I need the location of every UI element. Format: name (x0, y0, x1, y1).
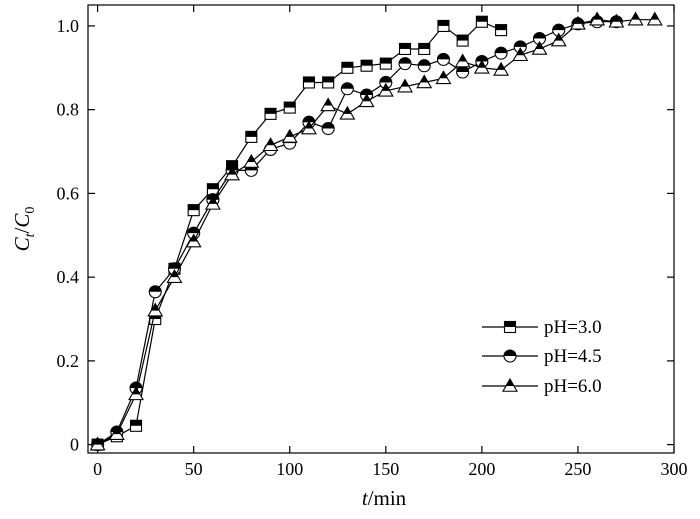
data-point (569, 15, 586, 30)
data-point (454, 53, 471, 68)
x-tick-label: 50 (185, 459, 203, 479)
y-tick-label: 0.6 (57, 183, 80, 203)
axis-ticks: 0 50 100 150 200 250 300 0 0.2 0.4 0.6 0.8 1.0 (57, 5, 688, 479)
data-point (397, 78, 413, 93)
data-point (147, 302, 164, 317)
y-tick-label: 1.0 (57, 16, 80, 36)
svg-text:Ct/C0: Ct/C0 (10, 207, 38, 252)
legend-label: pH=6.0 (544, 376, 602, 397)
data-point (377, 82, 394, 97)
x-tick-label: 250 (564, 459, 591, 479)
y-tick-label: 0.8 (57, 100, 80, 120)
data-point (512, 47, 529, 62)
data-point (550, 32, 567, 47)
data-point (243, 153, 260, 168)
data-point (204, 195, 221, 210)
y-axis-title: Ct/C0 (10, 207, 38, 252)
data-point (302, 76, 316, 89)
series-layer (89, 11, 663, 452)
legend-marker (502, 377, 518, 392)
data-point (456, 34, 469, 47)
data-point (245, 130, 258, 143)
data-point (456, 65, 470, 79)
data-point (128, 386, 144, 401)
data-point (435, 70, 452, 85)
data-point (494, 46, 508, 60)
legend-item: pH=4.5 (482, 346, 602, 367)
data-point (262, 137, 279, 152)
data-point (531, 40, 548, 55)
data-point (358, 93, 375, 108)
data-point (301, 120, 317, 135)
data-point (437, 19, 450, 32)
data-point (148, 285, 162, 299)
legend-item: pH=6.0 (482, 376, 602, 397)
x-tick-label: 0 (93, 459, 102, 479)
data-point (418, 42, 431, 56)
legend-marker (503, 349, 517, 363)
data-point (89, 436, 106, 451)
data-point (321, 121, 335, 136)
data-point (493, 61, 510, 76)
data-point (589, 11, 606, 26)
data-point (341, 61, 354, 74)
legend-item: pH=3.0 (482, 317, 602, 338)
data-point (166, 269, 183, 283)
data-point (646, 11, 663, 26)
series-line (97, 19, 655, 446)
legend-marker (503, 320, 517, 334)
data-point (513, 40, 527, 54)
data-point (416, 74, 433, 89)
data-point (187, 204, 200, 217)
data-point (108, 426, 125, 440)
data-point (224, 166, 241, 181)
legend-label: pH=4.5 (544, 346, 602, 367)
data-point (495, 24, 508, 37)
data-point (532, 31, 547, 46)
x-axis-title: t/min (362, 486, 407, 510)
data-point (436, 52, 450, 66)
data-point (473, 59, 490, 74)
x-tick-label: 100 (276, 459, 303, 479)
legend: pH=3.0 pH=4.5 pH=6.0 (482, 317, 602, 397)
data-point (627, 11, 644, 26)
data-point (185, 233, 202, 248)
data-point (608, 13, 625, 28)
data-point (340, 82, 354, 96)
series-line (97, 21, 617, 446)
data-point (281, 128, 298, 143)
data-point (339, 105, 356, 120)
y-tick-label: 0.2 (57, 351, 80, 371)
legend-label: pH=3.0 (544, 317, 602, 338)
data-point (360, 59, 373, 72)
x-tick-label: 150 (372, 459, 399, 479)
series-pH=6.0 (89, 11, 663, 451)
data-point (283, 101, 296, 114)
data-point (129, 419, 143, 432)
data-point (417, 59, 431, 73)
series-pH=4.5 (91, 15, 623, 452)
y-tick-label: 0.4 (57, 267, 80, 287)
data-point (320, 97, 337, 112)
data-point (322, 76, 335, 89)
data-point (398, 57, 412, 71)
data-point (475, 15, 488, 28)
data-point (398, 42, 412, 56)
data-point (379, 57, 392, 70)
x-tick-label: 300 (661, 459, 688, 479)
data-point (264, 107, 277, 120)
plot-frame (87, 4, 675, 454)
x-tick-label: 200 (468, 459, 495, 479)
y-tick-label: 0 (70, 435, 79, 455)
series-line (97, 20, 502, 446)
